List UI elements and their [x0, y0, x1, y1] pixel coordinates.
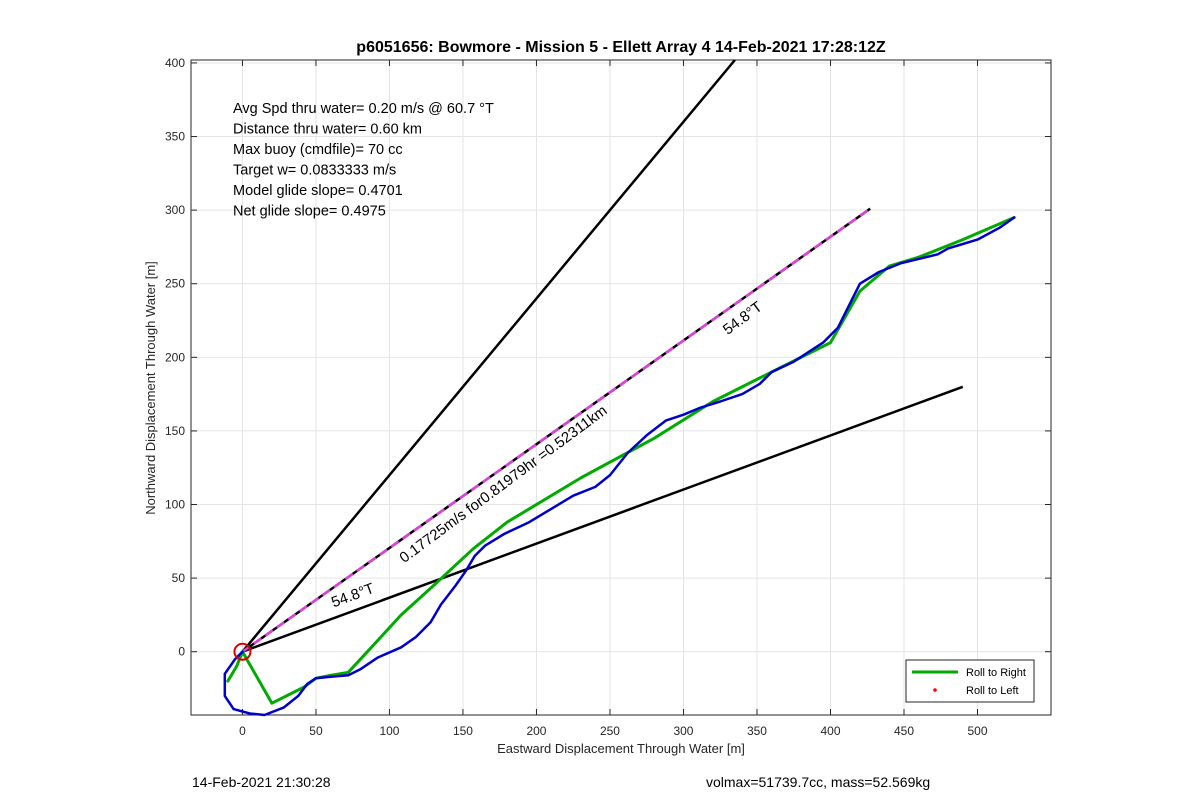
x-tick-label: 0 [239, 724, 246, 738]
info-line: Net glide slope= 0.4975 [233, 204, 386, 220]
info-line: Max buoy (cmdfile)= 70 cc [233, 142, 403, 158]
grid [191, 60, 1051, 715]
x-tick-label: 300 [673, 724, 693, 738]
series-layer [223, 59, 1016, 717]
reference-line-lower-bound [242, 385, 964, 653]
x-tick-label: 350 [747, 724, 767, 738]
start-marker [233, 642, 252, 661]
y-tick-label: 50 [172, 571, 186, 585]
legend: Roll to Right Roll to Left [905, 659, 1035, 703]
y-tick-label: 250 [165, 277, 185, 291]
footer-timestamp: 14-Feb-2021 21:30:28 [192, 774, 331, 790]
series-line-1 [223, 216, 1016, 717]
info-line: Model glide slope= 0.4701 [233, 183, 403, 199]
y-tick-label: 150 [165, 424, 185, 438]
x-tick-label: 200 [526, 724, 546, 738]
reference-line-upper-bound [241, 59, 736, 653]
legend-box [905, 659, 1035, 703]
x-tick-label: 150 [453, 724, 473, 738]
footer-mass-info: volmax=51739.7cc, mass=52.569kg [706, 774, 931, 790]
x-tick-label: 400 [820, 724, 840, 738]
y-tick-label: 350 [165, 130, 185, 144]
x-tick-label: 500 [967, 724, 987, 738]
ticks: 0 50 100 150 200 250 300 350 400 450 500 0 50 100 150 2… [165, 56, 1051, 738]
x-tick-label: 100 [379, 724, 399, 738]
reference-line-dashes [241, 207, 871, 653]
info-line: Distance thru water= 0.60 km [233, 122, 422, 138]
y-tick-label: 0 [178, 645, 185, 659]
info-box: Avg Spd thru water= 0.20 m/s @ 60.7 °T Di… [233, 101, 494, 220]
legend-swatch-dot [933, 688, 937, 692]
y-tick-label: 400 [165, 56, 185, 70]
x-tick-label: 50 [309, 724, 323, 738]
x-axis-label: Eastward Displacement Through Water [m] [497, 741, 745, 756]
info-line: Avg Spd thru water= 0.20 m/s @ 60.7 °T [233, 101, 494, 117]
y-axis-label: Northward Displacement Through Water [m] [143, 261, 158, 515]
x-tick-label: 450 [894, 724, 914, 738]
legend-label: Roll to Left [966, 685, 1019, 697]
y-tick-label: 200 [165, 350, 185, 364]
legend-label: Roll to Right [966, 667, 1026, 679]
y-tick-label: 300 [165, 203, 185, 217]
info-line: Target w= 0.0833333 m/s [233, 163, 396, 179]
series-line-0 [226, 216, 1016, 705]
chart-title: p6051656: Bowmore - Mission 5 - Ellett A… [356, 39, 886, 56]
x-tick-label: 250 [600, 724, 620, 738]
y-tick-label: 100 [165, 498, 185, 512]
plot-area [190, 59, 1052, 716]
